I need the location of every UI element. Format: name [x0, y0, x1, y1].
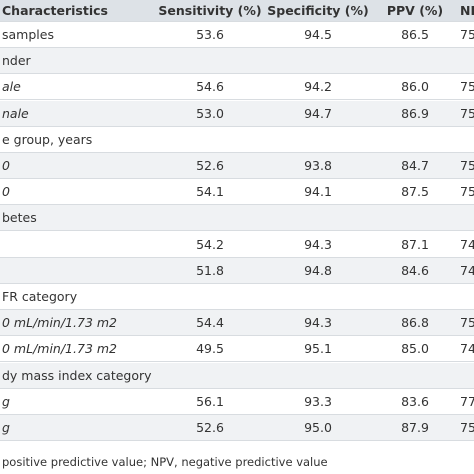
- section-row: betes: [0, 205, 474, 232]
- header-cell: Characteristics: [2, 3, 108, 18]
- value-cell: 84.7: [401, 158, 429, 173]
- header-cell: Specificity (%): [267, 3, 369, 18]
- row-label: 0: [2, 158, 10, 173]
- value-cell: 86.0: [401, 79, 429, 95]
- footnote: positive predictive value; NPV, negative…: [2, 455, 328, 469]
- value-cell: 87.5: [401, 184, 429, 200]
- value-cell: 75: [460, 158, 474, 173]
- value-cell: 53.0: [196, 105, 224, 121]
- data-row: ale 54.6 94.2 86.0 75: [0, 74, 474, 101]
- value-cell: 54.2: [196, 236, 224, 252]
- value-cell: 74: [460, 262, 474, 278]
- value-cell: 49.5: [196, 341, 224, 357]
- header-cell: Sensitivity (%): [158, 3, 262, 18]
- value-cell: 94.2: [304, 79, 332, 95]
- row-label: ale: [2, 79, 21, 95]
- row-label: dy mass index category: [2, 367, 152, 383]
- value-cell: 93.8: [304, 158, 332, 173]
- value-cell: 54.1: [196, 184, 224, 200]
- data-row: 0 54.1 94.1 87.5 75: [0, 179, 474, 206]
- row-label: samples: [2, 27, 54, 42]
- value-cell: 54.4: [196, 315, 224, 331]
- value-cell: 86.8: [401, 315, 429, 331]
- row-label: 0 mL/min/1.73 m2: [2, 315, 117, 331]
- section-row: dy mass index category: [0, 362, 474, 389]
- value-cell: 75: [460, 79, 474, 95]
- value-cell: 94.3: [304, 315, 332, 331]
- data-row: 0 mL/min/1.73 m2 54.4 94.3 86.8 75: [0, 310, 474, 337]
- data-row: 51.8 94.8 84.6 74: [0, 257, 474, 284]
- value-cell: 84.6: [401, 262, 429, 278]
- header-cell: PPV (%): [386, 3, 444, 18]
- value-cell: 83.6: [401, 393, 429, 409]
- row-label: betes: [2, 210, 37, 226]
- value-cell: 86.9: [401, 105, 429, 121]
- value-cell: 93.3: [304, 393, 332, 409]
- value-cell: 75: [460, 105, 474, 121]
- value-cell: 52.6: [196, 420, 224, 435]
- row-label: 0 mL/min/1.73 m2: [2, 341, 117, 357]
- data-row: samples 53.6 94.5 86.5 75: [0, 22, 474, 48]
- value-cell: 54.6: [196, 79, 224, 95]
- row-label: nder: [2, 53, 31, 69]
- data-row: 0 mL/min/1.73 m2 49.5 95.1 85.0 74: [0, 336, 474, 363]
- value-cell: 53.6: [196, 27, 224, 42]
- value-cell: 74: [460, 341, 474, 357]
- value-cell: 75: [460, 420, 474, 435]
- data-row: nale 53.0 94.7 86.9 75: [0, 100, 474, 127]
- section-row: e group, years: [0, 127, 474, 153]
- value-cell: 52.6: [196, 158, 224, 173]
- section-row: nder: [0, 48, 474, 75]
- value-cell: 87.1: [401, 236, 429, 252]
- value-cell: 94.5: [304, 27, 332, 42]
- data-row: 0 52.6 93.8 84.7 75: [0, 153, 474, 179]
- section-row: FR category: [0, 284, 474, 310]
- value-cell: 94.8: [304, 262, 332, 278]
- row-label: 0: [2, 184, 10, 200]
- value-cell: 95.0: [304, 420, 332, 435]
- value-cell: 94.7: [304, 105, 332, 121]
- value-cell: 75: [460, 184, 474, 200]
- value-cell: 85.0: [401, 341, 429, 357]
- header-row: Characteristics Sensitivity (%) Specificit…: [0, 0, 474, 22]
- data-row: g 56.1 93.3 83.6 77: [0, 389, 474, 415]
- value-cell: 75: [460, 315, 474, 331]
- row-label: e group, years: [2, 131, 93, 147]
- header-cell: NPV: [460, 3, 474, 18]
- row-label: FR category: [2, 289, 78, 304]
- value-cell: 74: [460, 236, 474, 252]
- row-label: nale: [2, 105, 29, 121]
- row-label: g: [2, 420, 10, 435]
- value-cell: 56.1: [196, 393, 224, 409]
- data-row: g 52.6 95.0 87.9 75: [0, 415, 474, 441]
- value-cell: 51.8: [196, 262, 224, 278]
- value-cell: 87.9: [401, 420, 429, 435]
- value-cell: 86.5: [401, 27, 429, 42]
- value-cell: 94.1: [304, 184, 332, 200]
- value-cell: 95.1: [304, 341, 332, 357]
- data-row: 54.2 94.3 87.1 74: [0, 232, 474, 258]
- value-cell: 75: [460, 27, 474, 42]
- value-cell: 77: [460, 393, 474, 409]
- row-label: g: [2, 393, 10, 409]
- value-cell: 94.3: [304, 236, 332, 252]
